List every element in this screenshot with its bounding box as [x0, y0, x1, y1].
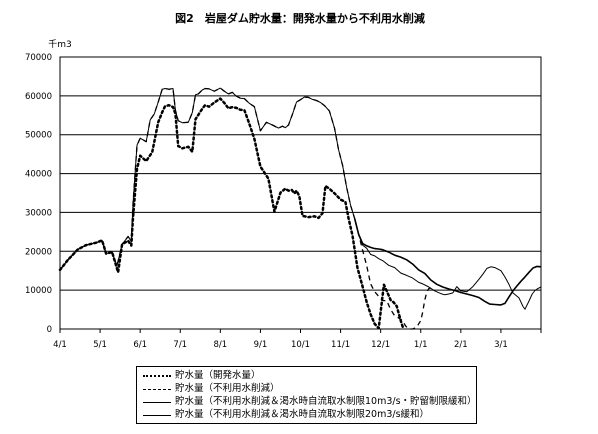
legend-item-4: 貯水量（不利用水削減＆渇水時自流取水制限20m3/s緩和）	[143, 409, 473, 421]
legend-label: 貯水量（不利用水削減）	[175, 383, 280, 394]
legend-label: 貯水量（開発水量）	[175, 370, 261, 381]
x-tick-label: 2/1	[454, 340, 468, 350]
axes	[59, 56, 542, 333]
x-tick-label: 5/1	[93, 340, 107, 350]
legend-swatch-dashed	[143, 389, 171, 390]
legend-swatch-solid	[143, 402, 171, 403]
y-tick-label: 70000	[25, 53, 52, 63]
series-line-4	[353, 218, 542, 306]
x-tick-label: 1/1	[414, 340, 428, 350]
legend-label: 貯水量（不利用水削減＆渇水時自流取水制限20m3/s緩和）	[175, 409, 430, 420]
y-tick-label: 60000	[25, 92, 52, 102]
legend-item-2: 貯水量（不利用水削減）	[143, 383, 473, 395]
tick-labels: 0 10000 20000 30000 40000 50000 60000 70000 4/1 5…	[25, 53, 508, 350]
series-line-1	[58, 97, 405, 331]
x-tick-label: 8/1	[213, 340, 227, 350]
legend-swatch-bold	[143, 415, 171, 416]
y-tick-label: 0	[47, 325, 52, 335]
y-tick-label: 20000	[25, 247, 52, 257]
y-tick-label: 30000	[25, 208, 52, 218]
y-tick-label: 10000	[25, 286, 52, 296]
y-tick-label: 40000	[25, 170, 52, 180]
plot-frame	[59, 56, 542, 330]
series-line-2	[59, 87, 432, 330]
legend-label: 貯水量（不利用水削減＆渇水時自流取水制限10m3/s・貯留制限緩和）	[175, 396, 477, 407]
legend: 貯水量（開発水量） 貯水量（不利用水削減） 貯水量（不利用水削減＆渇水時自流取水…	[136, 366, 477, 424]
series-line-3	[59, 87, 542, 310]
x-tick-label: 6/1	[133, 340, 147, 350]
legend-item-3: 貯水量（不利用水削減＆渇水時自流取水制限10m3/s・貯留制限緩和）	[143, 396, 477, 408]
x-tick-label: 7/1	[173, 340, 187, 350]
legend-item-1: 貯水量（開発水量）	[143, 370, 473, 382]
y-tick-label: 50000	[25, 131, 52, 141]
x-tick-label: 4/1	[53, 340, 67, 350]
chart-title: 図2 岩屋ダム貯水量：開発水量から不利用水削減	[175, 11, 425, 25]
gridlines	[60, 56, 541, 291]
x-tick-label: 10/1	[291, 340, 310, 350]
legend-swatch-dotted	[143, 375, 171, 377]
y-axis-unit-label: 千m3	[48, 39, 72, 50]
series-lines	[58, 87, 542, 331]
x-tick-label: 3/1	[494, 340, 508, 350]
x-tick-label: 9/1	[254, 340, 268, 350]
x-tick-label: 11/1	[331, 340, 350, 350]
x-tick-label: 12/1	[371, 340, 390, 350]
